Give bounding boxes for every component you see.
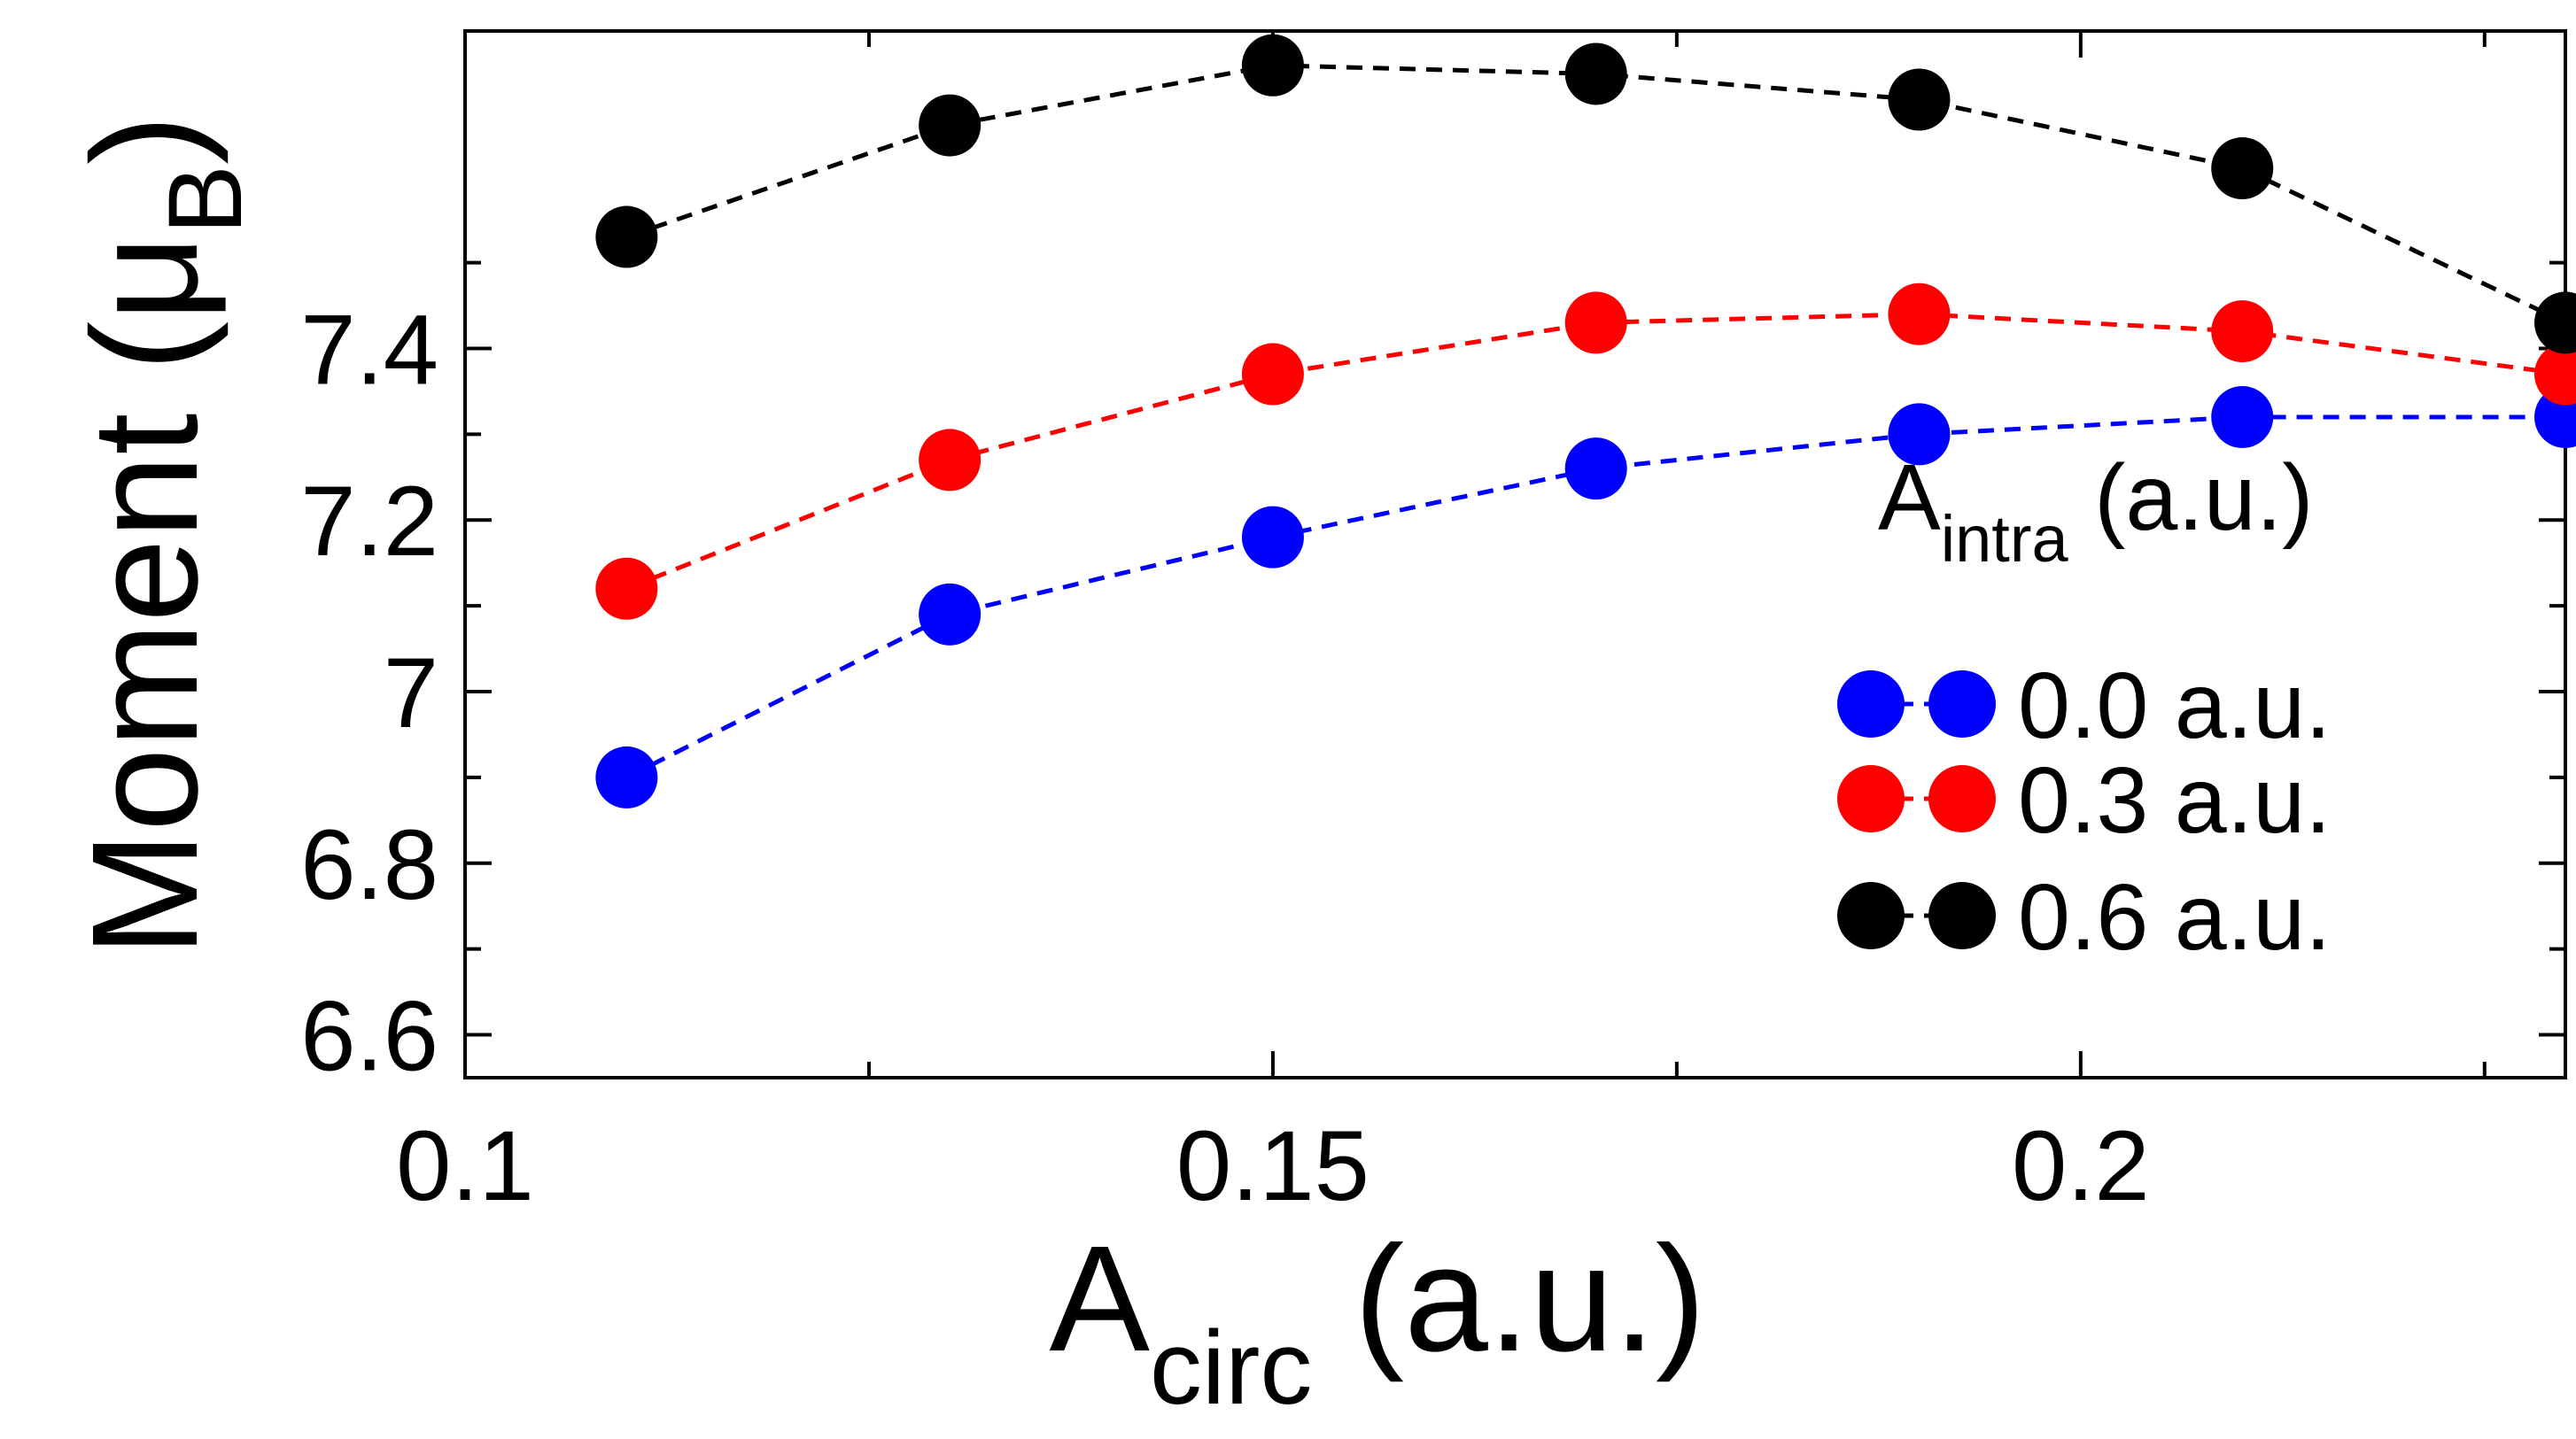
series-1: [595, 282, 2576, 620]
data-point: [2211, 385, 2274, 448]
y-tick-label: 7: [384, 638, 438, 748]
y-axis-title-main: Moment (: [61, 321, 229, 957]
y-axis-title-suffix: ): [61, 114, 229, 165]
data-point: [1564, 437, 1627, 500]
y-axis-title: Moment (μB): [61, 114, 264, 956]
data-point: [1888, 403, 1951, 466]
series-2: [595, 34, 2576, 354]
y-tick-label: 6.8: [300, 809, 438, 920]
x-axis-title-sub: circ: [1150, 1310, 1313, 1427]
data-point: [2211, 137, 2274, 200]
data-point: [2534, 343, 2576, 406]
legend-marker: [1837, 765, 1905, 832]
y-tick-labels: 6.6 6.8 7 7.2 7.4: [300, 294, 438, 1091]
legend-label: 0.6 a.u.: [2018, 865, 2332, 970]
legend-entry-2: 0.6 a.u.: [1837, 865, 2332, 970]
data-point: [2211, 300, 2274, 363]
legend-marker: [1837, 882, 1905, 949]
legend-marker: [1837, 670, 1905, 738]
legend-label: 0.3 a.u.: [2018, 748, 2332, 853]
x-tick-label: 0.2: [2012, 1110, 2150, 1221]
legend-label: 0.0 a.u.: [2018, 654, 2332, 758]
x-tick-labels: 0.1 0.15 0.2: [396, 1110, 2150, 1221]
legend: Aintra (a.u.) 0.0 a.u.0.3 a.u. 0.6 a.u.: [1837, 445, 2332, 970]
data-point: [1241, 506, 1304, 569]
data-point: [595, 205, 658, 268]
legend-entries: 0.0 a.u.0.3 a.u. 0.6 a.u.: [1837, 654, 2332, 970]
data-point: [1241, 343, 1304, 406]
data-point: [2534, 291, 2576, 354]
y-tick-label: 7.2: [300, 466, 438, 576]
legend-entry-0: 0.0 a.u.: [1837, 654, 2332, 758]
legend-title-sub: intra: [1941, 502, 2069, 576]
x-axis-title-suffix: (a.u.): [1312, 1215, 1705, 1383]
data-point: [919, 94, 982, 157]
y-tick-label: 6.6: [300, 981, 438, 1092]
data-point: [1564, 43, 1627, 105]
series-layer: [595, 34, 2576, 808]
x-tick-label: 0.15: [1176, 1110, 1369, 1221]
legend-title-main: A: [1878, 445, 1941, 550]
legend-entry-1: 0.3 a.u.: [1837, 748, 2332, 853]
legend-title: Aintra (a.u.): [1878, 445, 2314, 576]
y-axis-title-sub: B: [147, 165, 264, 235]
series-0: [595, 385, 2576, 808]
x-axis-title-main: A: [1050, 1215, 1151, 1383]
x-axis-title: Acirc (a.u.): [1050, 1215, 1706, 1427]
data-point: [1888, 68, 1951, 131]
data-point: [1241, 34, 1304, 97]
data-point: [595, 746, 658, 808]
x-tick-label: 0.1: [396, 1110, 534, 1221]
y-tick-label: 7.4: [300, 294, 438, 405]
legend-title-suffix: (a.u.): [2068, 445, 2314, 550]
data-point: [595, 557, 658, 620]
data-point: [919, 583, 982, 646]
data-point: [1564, 291, 1627, 354]
legend-marker: [1928, 765, 1996, 832]
y-axis-title-mu: μ: [61, 235, 229, 321]
data-point: [1888, 282, 1951, 345]
data-point: [919, 429, 982, 491]
plot-area: [463, 29, 2567, 1079]
legend-marker: [1928, 882, 1996, 949]
legend-marker: [1928, 670, 1996, 738]
